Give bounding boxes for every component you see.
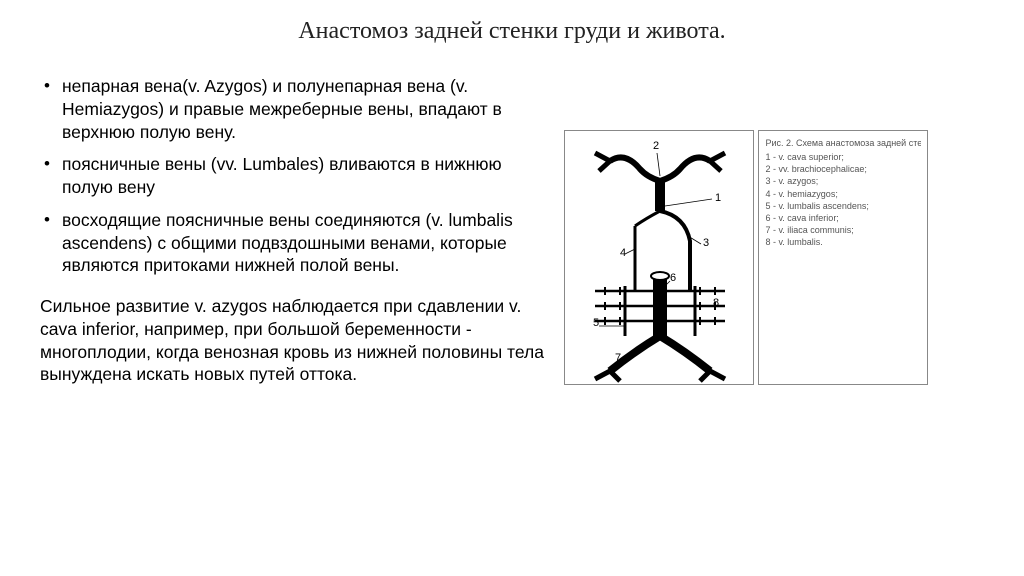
text-column: непарная вена(v. Azygos) и полунепарная … [40, 75, 554, 386]
diagram-svg: 1 2 3 4 5 6 7 8 [565, 131, 755, 386]
diagram-label-3: 3 [703, 237, 709, 249]
content-row: непарная вена(v. Azygos) и полунепарная … [40, 75, 984, 386]
figure-column: 1 2 3 4 5 6 7 8 Рис. 2. Схема анастомоза… [564, 130, 984, 386]
list-item: непарная вена(v. Azygos) и полунепарная … [40, 75, 554, 143]
legend-item: 2 - vv. brachiocephalicae; [765, 163, 921, 175]
body-paragraph: Сильное развитие v. azygos наблюдается п… [40, 295, 554, 386]
diagram-label-6: 6 [670, 272, 676, 284]
legend-item: 7 - v. iliaca communis; [765, 224, 921, 236]
legend-item: 6 - v. cava inferior; [765, 212, 921, 224]
diagram-label-8: 8 [713, 297, 719, 309]
bullet-list: непарная вена(v. Azygos) и полунепарная … [40, 75, 554, 277]
legend-item: 4 - v. hemiazygos; [765, 188, 921, 200]
list-item: восходящие поясничные вены соединяются (… [40, 209, 554, 277]
diagram-label-2: 2 [653, 140, 659, 152]
slide: Анастомоз задней стенки груди и живота. … [0, 0, 1024, 576]
legend-item: 3 - v. azygos; [765, 175, 921, 187]
diagram-label-4: 4 [620, 247, 626, 259]
figure-legend: Рис. 2. Схема анастомоза задней стенки г… [758, 130, 928, 385]
legend-item: 1 - v. cava superior; [765, 151, 921, 163]
diagram-label-7: 7 [615, 352, 621, 364]
anatomy-diagram: 1 2 3 4 5 6 7 8 [564, 130, 754, 385]
legend-caption: Рис. 2. Схема анастомоза задней стенки г… [765, 137, 921, 149]
diagram-label-1: 1 [715, 192, 721, 204]
legend-item: 5 - v. lumbalis ascendens; [765, 200, 921, 212]
legend-item: 8 - v. lumbalis. [765, 236, 921, 248]
page-title: Анастомоз задней стенки груди и живота. [40, 18, 984, 45]
diagram-label-5: 5 [593, 317, 599, 329]
list-item: поясничные вены (vv. Lumbales) вливаются… [40, 153, 554, 199]
